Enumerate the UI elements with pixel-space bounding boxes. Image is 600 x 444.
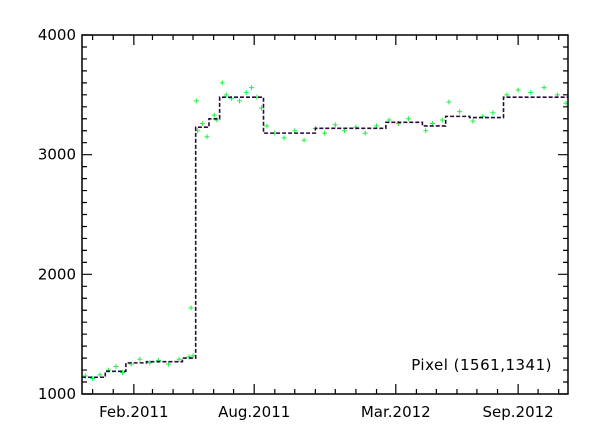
data-point: [237, 98, 243, 104]
y-tick-label: 3000: [38, 146, 76, 164]
data-point: [490, 110, 496, 116]
data-point: [137, 356, 143, 362]
y-tick-label: 1000: [38, 385, 76, 403]
data-point: [332, 122, 338, 128]
data-point: [446, 99, 452, 105]
data-point: [211, 112, 217, 118]
step-model-line: [82, 96, 568, 379]
data-point: [301, 137, 307, 143]
data-point: [541, 85, 547, 91]
data-point: [188, 305, 194, 311]
y-tick-label: 4000: [38, 26, 76, 44]
data-point: [259, 105, 265, 111]
pixel-annotation: Pixel (1561,1341): [411, 356, 552, 374]
data-point: [204, 134, 210, 140]
axis-labels: 1000 2000 3000 4000 Feb.2011 Aug.2011 Mar.2012…: [38, 26, 554, 421]
data-point: [439, 117, 445, 123]
y-tick-label: 2000: [38, 265, 76, 283]
data-point: [423, 128, 429, 134]
data-point: [470, 118, 476, 124]
step-line: [82, 96, 568, 379]
data-point: [264, 123, 270, 129]
x-tick-label: Feb.2011: [99, 403, 169, 421]
data-point: [165, 361, 171, 367]
data-point: [199, 121, 205, 127]
axis-ticks: [82, 34, 568, 395]
x-tick-label: Aug.2011: [218, 403, 290, 421]
data-point: [147, 360, 153, 366]
data-point: [190, 353, 196, 359]
data-point: [457, 109, 463, 115]
x-tick-label: Sep.2012: [483, 403, 554, 421]
data-point: [193, 98, 199, 104]
tick-marks: [82, 34, 568, 395]
plot-frame: [81, 34, 569, 395]
data-point: [528, 89, 534, 95]
data-point: [90, 375, 96, 381]
scatter-points: [82, 80, 569, 381]
data-point: [113, 363, 119, 369]
data-point: [120, 369, 126, 375]
data-point: [243, 89, 249, 95]
data-point: [322, 130, 328, 136]
data-point: [405, 116, 411, 122]
data-point: [281, 135, 287, 141]
x-tick-label: Mar.2012: [361, 403, 431, 421]
data-point: [249, 85, 255, 91]
data-point: [362, 130, 368, 136]
data-point: [176, 356, 182, 362]
data-point: [223, 92, 229, 98]
data-point: [219, 80, 225, 86]
data-point: [97, 372, 103, 378]
data-point: [515, 87, 521, 93]
